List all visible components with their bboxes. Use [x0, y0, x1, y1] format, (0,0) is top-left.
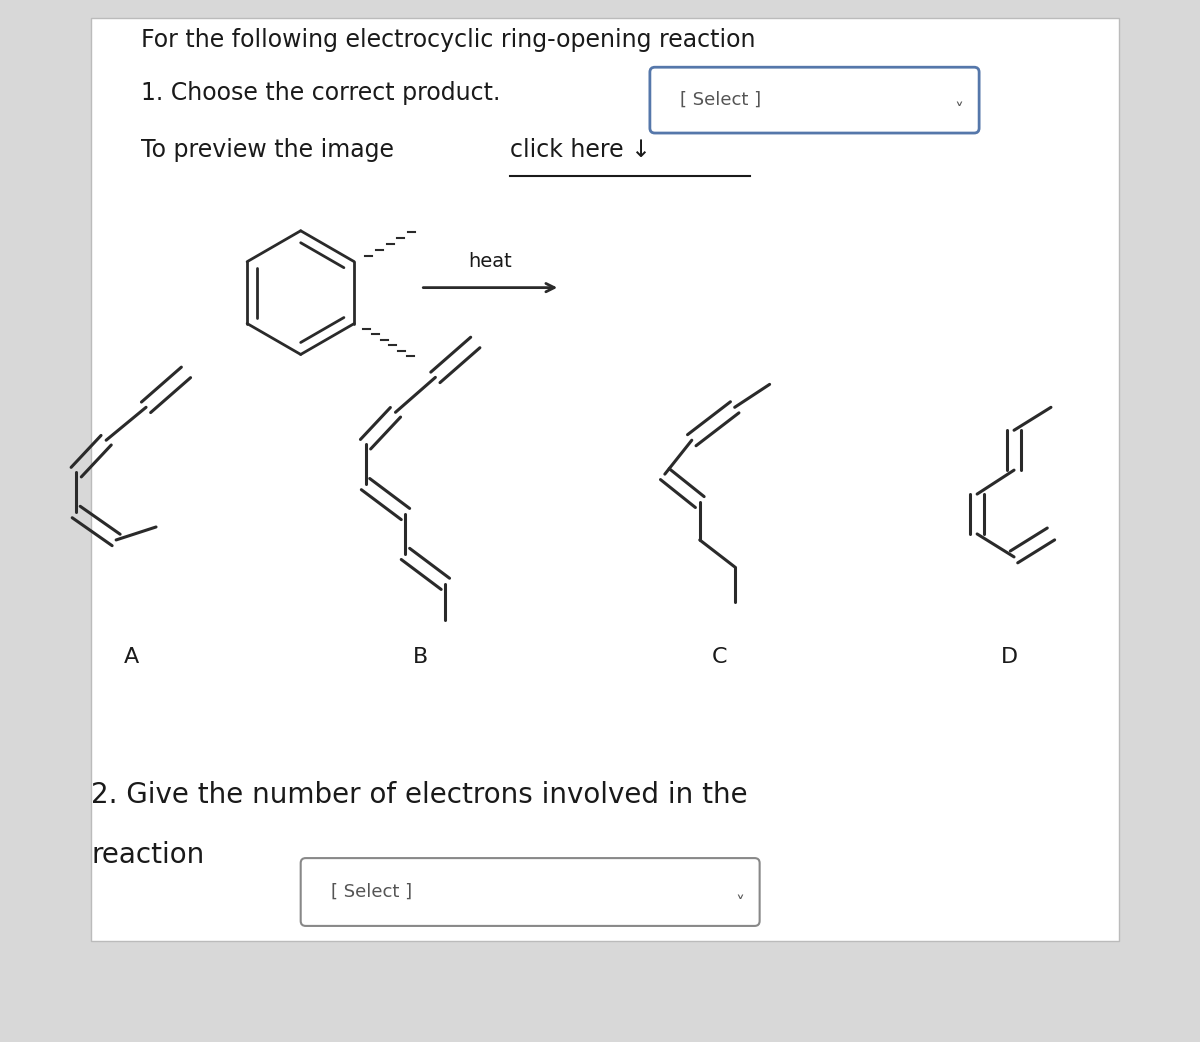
- Text: reaction: reaction: [91, 841, 204, 869]
- Text: A: A: [124, 647, 139, 667]
- Text: For the following electrocyclic ring-opening reaction: For the following electrocyclic ring-ope…: [142, 28, 756, 52]
- FancyBboxPatch shape: [301, 859, 760, 926]
- Text: 1. Choose the correct product.: 1. Choose the correct product.: [142, 81, 500, 105]
- Text: B: B: [413, 647, 428, 667]
- Text: ˅: ˅: [736, 895, 744, 913]
- Text: heat: heat: [468, 252, 512, 271]
- Text: ˅: ˅: [955, 102, 964, 120]
- Text: To preview the image: To preview the image: [142, 138, 402, 162]
- FancyBboxPatch shape: [91, 19, 1118, 941]
- Text: [ Select ]: [ Select ]: [680, 91, 761, 109]
- Text: 2. Give the number of electrons involved in the: 2. Give the number of electrons involved…: [91, 782, 748, 810]
- Text: C: C: [712, 647, 727, 667]
- Text: click here ↓: click here ↓: [510, 138, 652, 162]
- FancyBboxPatch shape: [650, 68, 979, 133]
- Text: [ Select ]: [ Select ]: [331, 883, 412, 901]
- Text: D: D: [1001, 647, 1018, 667]
